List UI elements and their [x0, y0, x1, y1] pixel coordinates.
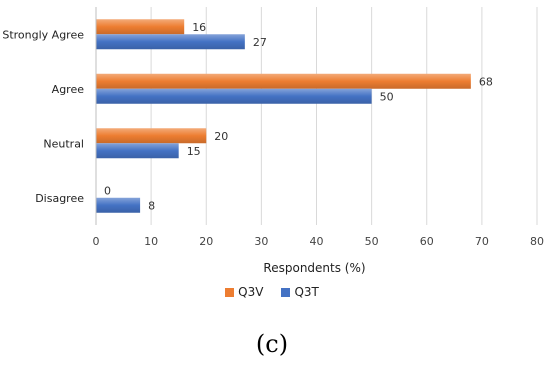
x-tick-label-60: 60	[420, 235, 434, 248]
x-tick-label-80: 80	[530, 235, 544, 248]
data-label-q3v-disagree: 0	[104, 184, 111, 197]
data-label-q3v-agree: 68	[479, 75, 493, 88]
bar-q3t-agree	[96, 88, 372, 104]
bar-q3t-disagree	[96, 197, 141, 213]
data-label-q3t-strongly-agree: 27	[253, 36, 267, 49]
legend-label-q3v: Q3V	[238, 285, 264, 299]
bar-q3v-strongly-agree	[96, 19, 185, 35]
data-label-q3v-neutral: 20	[214, 130, 228, 143]
data-label-q3t-agree: 50	[380, 90, 394, 103]
category-label-agree: Agree	[52, 83, 85, 96]
data-label-q3v-strongly-agree: 16	[192, 21, 206, 34]
bar-q3t-strongly-agree	[96, 34, 245, 50]
legend-swatch-q3t	[281, 287, 291, 297]
figure-caption: (c)	[255, 330, 289, 358]
legend: Q3V Q3T	[0, 285, 544, 299]
x-tick-label-30: 30	[254, 235, 268, 248]
x-tick-label-10: 10	[144, 235, 158, 248]
category-label-disagree: Disagree	[35, 192, 84, 205]
x-tick-label-40: 40	[310, 235, 324, 248]
bar-q3v-neutral	[96, 128, 207, 144]
legend-item-q3t: Q3T	[281, 285, 319, 299]
legend-item-q3v: Q3V	[225, 285, 263, 299]
legend-swatch-q3v	[225, 287, 235, 297]
x-axis-title: Respondents (%)	[263, 261, 365, 275]
x-tick-label-20: 20	[199, 235, 213, 248]
bar-q3t-neutral	[96, 143, 179, 159]
legend-label-q3t: Q3T	[294, 285, 319, 299]
data-label-q3t-neutral: 15	[187, 145, 201, 158]
x-tick-label-50: 50	[365, 235, 379, 248]
bar-q3v-agree	[96, 73, 471, 89]
x-tick-label-0: 0	[93, 235, 100, 248]
category-label-strongly-agree: Strongly Agree	[2, 28, 84, 41]
data-label-q3t-disagree: 8	[148, 199, 155, 212]
category-label-neutral: Neutral	[43, 137, 84, 150]
x-tick-label-70: 70	[475, 235, 489, 248]
